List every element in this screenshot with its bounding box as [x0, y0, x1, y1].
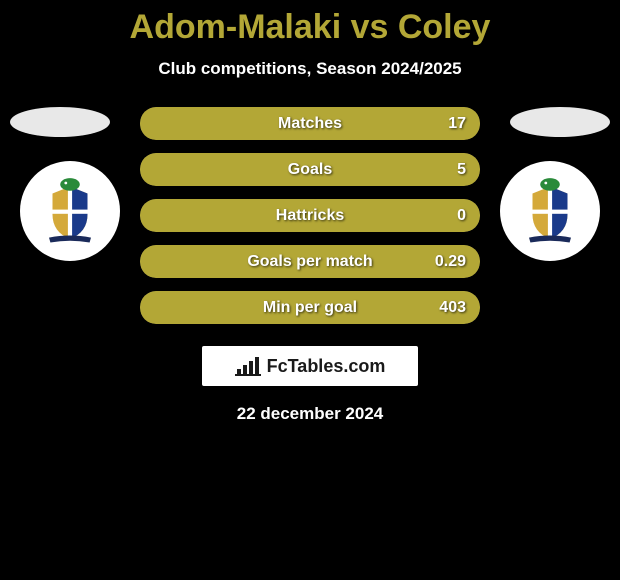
stat-label: Goals per match: [247, 253, 372, 271]
stat-value: 5: [457, 161, 466, 179]
stat-row: Matches 17: [140, 107, 480, 140]
stat-row: Hattricks 0: [140, 199, 480, 232]
stat-value: 17: [448, 115, 466, 133]
club-crest-right: [500, 161, 600, 261]
crest-icon: [35, 176, 105, 246]
club-crest-left: [20, 161, 120, 261]
page-subtitle: Club competitions, Season 2024/2025: [0, 59, 620, 79]
stat-label: Min per goal: [263, 299, 357, 317]
stat-value: 0.29: [435, 253, 466, 271]
date-text: 22 december 2024: [0, 404, 620, 424]
stats-container: Matches 17 Goals 5 Hattricks 0 Goals per…: [0, 107, 620, 424]
source-logo-box: FcTables.com: [202, 346, 418, 386]
stat-value: 0: [457, 207, 466, 225]
stat-label: Hattricks: [276, 207, 344, 225]
player-marker-right: [510, 107, 610, 137]
stat-label: Matches: [278, 115, 342, 133]
crest-icon: [515, 176, 585, 246]
page-title: Adom-Malaki vs Coley: [0, 0, 620, 47]
stat-row: Min per goal 403: [140, 291, 480, 324]
stat-label: Goals: [288, 161, 332, 179]
stat-row: Goals 5: [140, 153, 480, 186]
stats-rows: Matches 17 Goals 5 Hattricks 0 Goals per…: [140, 107, 480, 324]
player-marker-left: [10, 107, 110, 137]
stat-value: 403: [439, 299, 466, 317]
bar-chart-icon: [235, 355, 261, 377]
source-logo-text: FcTables.com: [267, 356, 386, 377]
stat-row: Goals per match 0.29: [140, 245, 480, 278]
